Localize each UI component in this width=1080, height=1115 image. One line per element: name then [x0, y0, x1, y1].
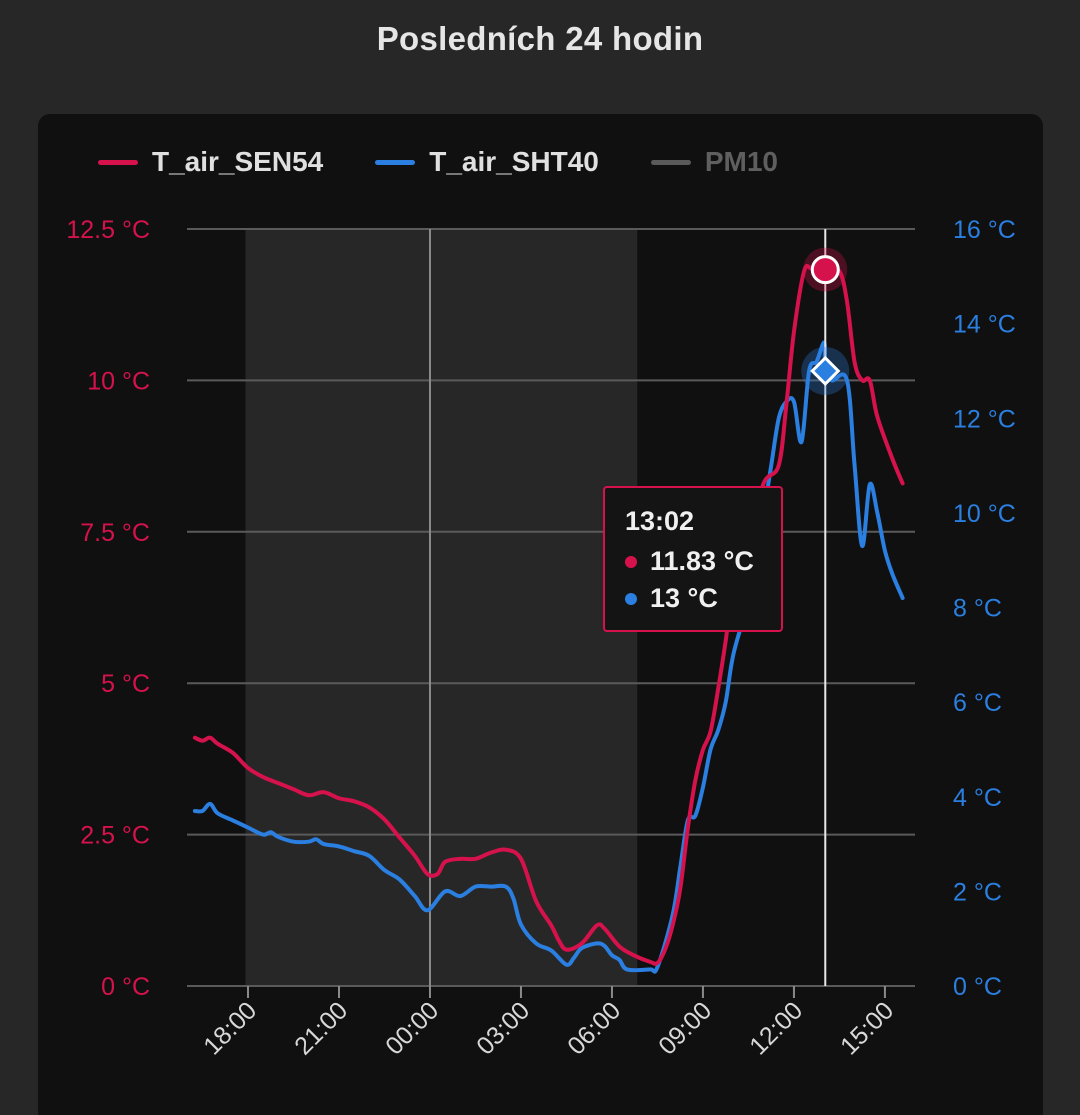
chart-tooltip: 13:02 11.83 °C 13 °C [603, 486, 783, 632]
tooltip-dot-sen54 [625, 555, 637, 568]
x-tick-label: 15:00 [835, 996, 899, 1060]
chart-legend: T_air_SEN54 T_air_SHT40 PM10 [98, 140, 830, 184]
x-tick-label: 12:00 [744, 996, 808, 1060]
legend-swatch-sen54 [98, 159, 138, 165]
x-tick-label: 18:00 [198, 996, 262, 1060]
night-band [245, 229, 638, 986]
y-right-tick-label: 0 °C [953, 973, 1002, 1001]
tooltip-value-sht40: 13 °C [650, 583, 718, 613]
y-left-tick-label: 12.5 °C [66, 216, 150, 244]
y-right-tick-label: 2 °C [953, 878, 1002, 906]
legend-label-sen54: T_air_SEN54 [152, 146, 324, 177]
y-left-tick-label: 0 °C [101, 973, 150, 1001]
legend-label-sht40: T_air_SHT40 [429, 146, 599, 177]
tooltip-dot-sht40 [625, 592, 637, 605]
tooltip-row-sen54: 11.83 °C [625, 543, 781, 580]
y-right-tick-label: 10 °C [953, 500, 1016, 528]
x-tick-label: 09:00 [653, 996, 717, 1060]
legend-item-t-air-sen54[interactable]: T_air_SEN54 [98, 146, 323, 178]
series-line-t-air-sen54 [192, 263, 905, 966]
cursor-markers-layer [801, 229, 850, 986]
legend-item-t-air-sht40[interactable]: T_air_SHT40 [375, 146, 599, 178]
y-right-tick-label: 8 °C [953, 595, 1002, 623]
y-right-tick-label: 12 °C [953, 405, 1016, 433]
cursor-marker-sht40 [810, 355, 841, 387]
tooltip-row-sht40: 13 °C [625, 580, 781, 617]
x-tick-label: 03:00 [471, 996, 535, 1060]
cursor-marker-sen54 [810, 255, 840, 285]
grid-layer [187, 228, 915, 998]
page-title: Posledních 24 hodin [376, 20, 704, 57]
x-tick-label: 21:00 [289, 996, 353, 1060]
legend-swatch-pm10 [650, 159, 691, 165]
tooltip-time: 13:02 [625, 506, 695, 536]
x-tick-label: 06:00 [562, 996, 626, 1060]
y-right-tick-label: 14 °C [953, 311, 1016, 339]
series-layer [192, 263, 905, 974]
tooltip-value-sen54: 11.83 °C [650, 546, 754, 576]
y-right-tick-label: 4 °C [953, 784, 1002, 812]
y-left-tick-label: 2.5 °C [80, 822, 150, 850]
legend-label-pm10: PM10 [704, 146, 779, 177]
y-right-tick-label: 6 °C [953, 689, 1002, 717]
series-line-t-air-sht40 [192, 340, 905, 974]
y-right-tick-label: 16 °C [953, 216, 1016, 244]
legend-item-pm10[interactable]: PM10 [650, 146, 779, 178]
y-left-tick-label: 7.5 °C [80, 519, 150, 547]
y-left-tick-label: 5 °C [101, 670, 150, 698]
legend-swatch-sht40 [375, 159, 416, 165]
y-left-tick-label: 10 °C [87, 367, 150, 395]
night-band-layer [245, 229, 638, 986]
x-tick-label: 00:00 [380, 996, 444, 1060]
